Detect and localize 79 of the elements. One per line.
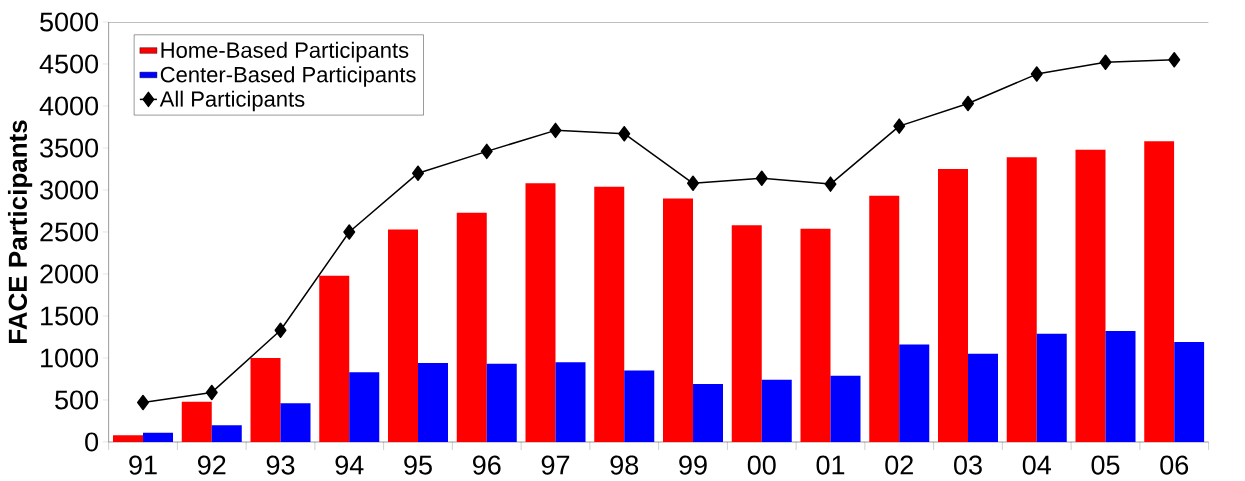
x-tick-label: 02 [885, 455, 913, 475]
bar [1105, 331, 1136, 442]
y-tick-label: 1000 [41, 348, 99, 368]
point [1099, 54, 1112, 71]
x-tick-label: 99 [679, 455, 707, 475]
x-tick-label: 91 [129, 455, 157, 475]
point [618, 125, 631, 142]
bar [388, 229, 419, 442]
x-tick-label: 01 [816, 455, 845, 475]
bar [456, 212, 487, 442]
legend-label: All Participants [159, 90, 305, 112]
bar [250, 357, 281, 442]
bar [1174, 342, 1205, 442]
x-tick-label: 00 [747, 455, 776, 475]
point [893, 118, 906, 134]
bar [143, 432, 174, 442]
x-tick-label: 95 [404, 455, 432, 475]
point [687, 175, 699, 192]
point [962, 95, 974, 112]
y-tick-label: 2500 [40, 222, 99, 242]
bar [1036, 333, 1067, 442]
x-tick-label: 05 [1091, 455, 1120, 475]
x-tick-label: 04 [1022, 455, 1051, 475]
bar [938, 168, 968, 442]
bar [525, 183, 556, 442]
legend-label: Home-Based Participants [161, 41, 409, 63]
bar [418, 363, 449, 442]
bar [899, 344, 930, 442]
bar [280, 403, 311, 442]
point [343, 224, 356, 240]
bar [211, 425, 242, 442]
bar [663, 198, 693, 442]
bar [968, 353, 998, 442]
x-tick-label: 06 [1160, 455, 1189, 475]
point [824, 176, 837, 192]
bar [624, 370, 655, 442]
point [549, 122, 562, 139]
bar [830, 375, 861, 442]
bar [761, 379, 792, 442]
y-tick-label: 0 [85, 432, 99, 452]
y-tick-label: 5000 [40, 12, 99, 32]
x-tick-label: 92 [198, 455, 226, 475]
point [205, 384, 218, 401]
bar [1075, 149, 1106, 442]
y-tick-label: 3000 [40, 180, 99, 200]
y-tick-label: 1500 [41, 306, 99, 326]
point [480, 143, 493, 160]
bar [869, 195, 900, 442]
y-tick-label: 500 [55, 390, 99, 410]
bar [555, 362, 586, 442]
y-tick-label: 2000 [40, 264, 99, 284]
bar [800, 228, 831, 442]
bar [1144, 141, 1175, 442]
x-tick-label: 94 [335, 455, 364, 475]
bar [486, 363, 517, 442]
legend-label: Center-Based Participants [160, 66, 416, 87]
point [1030, 66, 1043, 82]
x-tick-label: 03 [954, 455, 982, 475]
bar [113, 435, 144, 442]
bar [319, 275, 350, 442]
point [755, 170, 768, 186]
y-tick-label: 4500 [39, 54, 99, 74]
bar [731, 225, 762, 442]
x-tick-label: 98 [610, 455, 639, 475]
bar [349, 372, 380, 442]
x-tick-label: 97 [541, 455, 570, 475]
point [1168, 52, 1181, 68]
point [274, 322, 287, 339]
point [412, 165, 425, 181]
bar [693, 384, 723, 442]
x-tick-label: 93 [266, 455, 295, 475]
y-axis-title: FACE Participants [7, 120, 33, 343]
y-tick-label: 3500 [40, 138, 99, 158]
bar [181, 401, 212, 442]
bar [594, 186, 625, 442]
y-tick-label: 4000 [39, 96, 99, 116]
point [137, 394, 150, 411]
x-tick-label: 96 [473, 455, 501, 475]
bar [1006, 157, 1037, 442]
